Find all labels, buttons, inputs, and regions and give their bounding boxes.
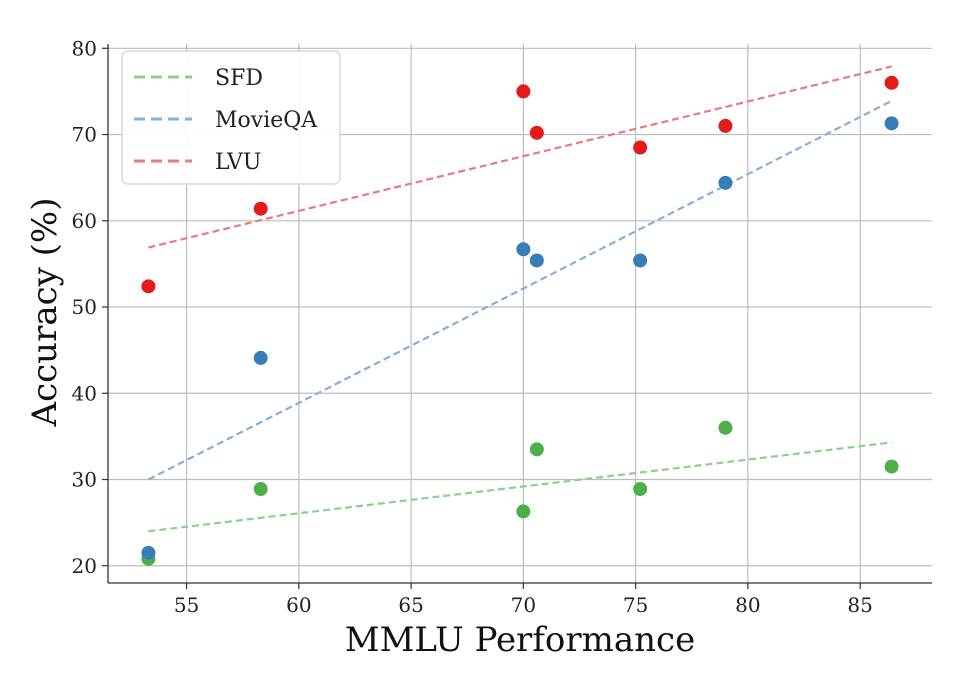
trend-line-sfd	[148, 441, 892, 533]
trend-lines	[147, 65, 893, 533]
y-axis-title: Accuracy (%)	[25, 198, 65, 428]
y-tick-label: 30	[72, 468, 97, 492]
point-lvu	[884, 75, 899, 90]
x-tick-label: 65	[398, 593, 423, 617]
point-movieqa	[633, 253, 648, 268]
point-lvu	[718, 118, 733, 133]
tick-labels: 55 60 65 70 75 80 85 20 30 40 50 60 70 80	[72, 36, 873, 617]
x-tick-label: 75	[623, 593, 648, 617]
point-sfd	[516, 504, 531, 519]
point-sfd	[718, 420, 733, 435]
x-tick-label: 60	[286, 593, 311, 617]
point-sfd	[884, 459, 899, 474]
grid	[108, 44, 932, 583]
point-lvu	[253, 201, 268, 216]
trend-line-lvu	[148, 65, 892, 249]
point-movieqa	[529, 253, 544, 268]
point-lvu	[516, 84, 531, 99]
y-tick-label: 40	[72, 381, 97, 405]
point-sfd	[633, 481, 648, 496]
x-tick-label: 55	[174, 593, 199, 617]
y-tick-label: 20	[72, 554, 97, 578]
data-points	[141, 75, 899, 566]
point-movieqa	[884, 116, 899, 131]
legend-label-movieqa: MovieQA	[215, 108, 318, 133]
y-tick-label: 50	[72, 295, 97, 319]
point-sfd	[253, 481, 268, 496]
x-tick-label: 85	[847, 593, 872, 617]
y-tick-label: 70	[72, 123, 97, 147]
axes	[102, 44, 932, 589]
x-tick-label: 80	[735, 593, 760, 617]
y-tick-label: 60	[72, 209, 97, 233]
x-tick-label: 70	[511, 593, 536, 617]
point-movieqa	[516, 242, 531, 257]
trend-line-movieqa	[147, 99, 893, 481]
y-tick-label: 80	[72, 36, 97, 60]
legend-box	[121, 50, 341, 185]
legend-label-lvu: LVU	[215, 150, 261, 175]
point-movieqa	[253, 350, 268, 365]
x-axis-title: MMLU Performance	[345, 620, 695, 660]
point-movieqa	[141, 545, 156, 560]
point-lvu	[141, 279, 156, 294]
point-lvu	[633, 140, 648, 155]
point-lvu	[529, 125, 544, 140]
point-sfd	[529, 442, 544, 457]
point-movieqa	[718, 175, 733, 190]
legend-label-sfd: SFD	[215, 66, 263, 91]
legend: SFD MovieQA LVU	[121, 50, 341, 185]
